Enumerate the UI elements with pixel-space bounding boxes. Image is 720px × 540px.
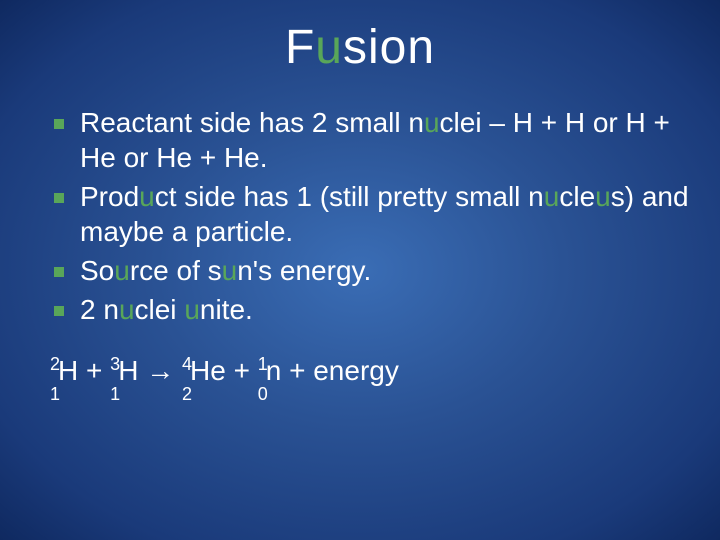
- bullet-accent: u: [184, 294, 200, 325]
- bullet-text: clei: [135, 294, 185, 325]
- element-symbol: H: [118, 355, 138, 386]
- bullet-text: So: [80, 255, 114, 286]
- bullet-text: ct side has 1 (still pretty small n: [155, 181, 544, 212]
- atomic-number: 2: [182, 385, 192, 403]
- mass-number: 4: [182, 354, 192, 374]
- bullet-accent: u: [544, 181, 560, 212]
- bullet-accent: u: [424, 107, 440, 138]
- title-accent: u: [315, 21, 343, 74]
- bullet-text: nite.: [200, 294, 253, 325]
- bullet-text: Prod: [80, 181, 139, 212]
- equation-text: + energy: [281, 355, 399, 386]
- element-symbol: H: [58, 355, 78, 386]
- element-symbol: n: [266, 355, 282, 386]
- reaction-arrow: →: [138, 355, 182, 386]
- bullet-accent: u: [222, 255, 238, 286]
- title-pre: F: [285, 21, 315, 74]
- slide-title: Fusion: [30, 20, 690, 75]
- bullet-text: rce of s: [130, 255, 222, 286]
- atomic-number: 1: [110, 385, 120, 403]
- mass-number: 3: [110, 354, 120, 374]
- bullet-text: 2 n: [80, 294, 119, 325]
- element-symbol: He: [190, 355, 226, 386]
- mass-number: 1: [258, 354, 268, 374]
- bullet-accent: u: [595, 181, 611, 212]
- equation-text: +: [226, 355, 258, 386]
- bullet-item: 2 nuclei unite.: [50, 292, 690, 327]
- mass-number: 2: [50, 354, 60, 374]
- bullet-accent: u: [114, 255, 130, 286]
- equation-text: +: [78, 355, 110, 386]
- bullet-item: Product side has 1 (still pretty small n…: [50, 179, 690, 249]
- bullet-text: cle: [559, 181, 595, 212]
- bullet-text: Reactant side has 2 small n: [80, 107, 424, 138]
- atomic-number: 0: [258, 385, 268, 403]
- bullet-accent: u: [119, 294, 135, 325]
- atomic-number: 1: [50, 385, 60, 403]
- bullet-item: Reactant side has 2 small nuclei – H + H…: [50, 105, 690, 175]
- bullet-item: Source of sun's energy.: [50, 253, 690, 288]
- bullet-text: n's energy.: [237, 255, 371, 286]
- title-post: sion: [343, 21, 435, 74]
- bullet-list: Reactant side has 2 small nuclei – H + H…: [50, 105, 690, 327]
- bullet-accent: u: [139, 181, 155, 212]
- equation: 2H1 + 3H1 → 4He2 + 1n0 + energy: [50, 357, 690, 385]
- isotope: 2H1: [50, 357, 78, 385]
- isotope: 1n0: [258, 357, 282, 385]
- isotope: 3H1: [110, 357, 138, 385]
- isotope: 4He2: [182, 357, 226, 385]
